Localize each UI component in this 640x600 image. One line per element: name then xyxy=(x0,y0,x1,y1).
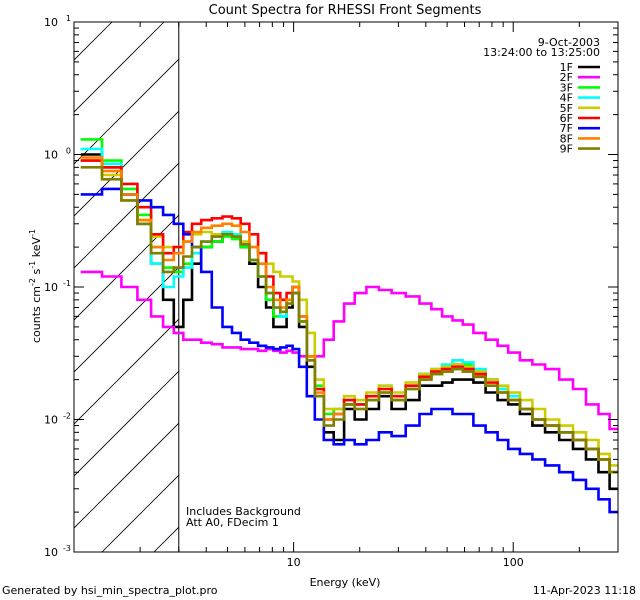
hatch-line xyxy=(74,214,179,321)
hatch-line xyxy=(74,318,179,425)
annotation-background: Includes Background xyxy=(186,505,301,518)
hatch-line xyxy=(74,370,179,477)
hatched-region xyxy=(74,22,640,552)
hatch-line xyxy=(74,22,165,113)
series-5F xyxy=(80,159,618,467)
y-tick-label: 10 1 xyxy=(44,14,71,29)
y-tick-exponent: -3 xyxy=(63,544,71,553)
legend-label-6F: 6F xyxy=(560,112,573,125)
y-tick-exponent: -1 xyxy=(63,279,71,288)
hatch-line xyxy=(518,22,640,552)
footer-timestamp: 11-Apr-2023 11:18 xyxy=(533,584,636,597)
hatch-line xyxy=(310,22,640,552)
y-tick-base: 10 xyxy=(44,281,58,294)
y-tick-base: 10 xyxy=(44,16,58,29)
legend-label-5F: 5F xyxy=(560,102,573,115)
y-label-exp-cm: -2 xyxy=(28,278,37,286)
plot-frame xyxy=(73,21,619,553)
hatch-line xyxy=(74,58,179,165)
y-tick-base: 10 xyxy=(44,149,58,162)
legend-label-3F: 3F xyxy=(560,81,573,94)
legend-label-9F: 9F xyxy=(560,143,573,156)
y-tick-exponent: -2 xyxy=(63,412,71,421)
legend-label-8F: 8F xyxy=(560,132,573,145)
series-1F xyxy=(80,153,618,491)
series-7F xyxy=(80,187,618,514)
y-tick-label: 10 -2 xyxy=(44,412,71,427)
y-label-s: s xyxy=(30,268,43,277)
date-label: 9-Oct-2003 xyxy=(538,36,600,49)
y-tick-label: 10 0 xyxy=(44,147,71,162)
y-tick-base: 10 xyxy=(44,546,58,559)
time-range-label: 13:24:00 to 13:25:00 xyxy=(483,46,600,59)
y-tick-label: 10 -1 xyxy=(44,279,71,294)
hatch-line xyxy=(74,266,179,373)
chart-title: Count Spectra for RHESSI Front Segments xyxy=(209,3,482,18)
y-axis-label: counts cm-2 s-1 keV-1 xyxy=(28,229,43,343)
y-tick-exponent: 0 xyxy=(66,147,71,156)
y-label-kev: keV xyxy=(30,237,43,261)
x-axis-label: Energy (keV) xyxy=(310,576,381,589)
legend-label-7F: 7F xyxy=(560,122,573,135)
y-tick-exponent: 1 xyxy=(66,14,71,23)
annotation-attenuator: Att A0, FDecim 1 xyxy=(186,516,279,529)
hatch-line xyxy=(258,22,640,552)
footer-generated-by: Generated by hsi_min_spectra_plot.pro xyxy=(2,584,218,597)
y-label-counts: counts cm xyxy=(30,286,43,343)
legend-label-1F: 1F xyxy=(560,61,573,74)
series-4F xyxy=(80,147,618,474)
hatch-line xyxy=(74,422,179,529)
series-3F xyxy=(80,138,618,474)
y-tick-label: 10 -3 xyxy=(44,544,71,559)
legend-label-2F: 2F xyxy=(560,71,573,84)
legend-label-4F: 4F xyxy=(560,92,573,105)
series-layer xyxy=(80,138,618,514)
series-2F xyxy=(80,270,618,431)
y-tick-labels: 10 -3 10 -2 10 -1 10 0 10 1 xyxy=(44,14,71,559)
axis-ticks xyxy=(73,21,619,553)
x-tick-labels: 10 100 xyxy=(287,556,524,569)
y-label-exp-s: -1 xyxy=(28,261,37,269)
y-tick-base: 10 xyxy=(44,414,58,427)
series-9F xyxy=(80,166,618,474)
x-tick-label: 10 xyxy=(287,556,301,569)
y-label-exp-kev: -1 xyxy=(28,229,37,237)
x-tick-label: 100 xyxy=(503,556,524,569)
